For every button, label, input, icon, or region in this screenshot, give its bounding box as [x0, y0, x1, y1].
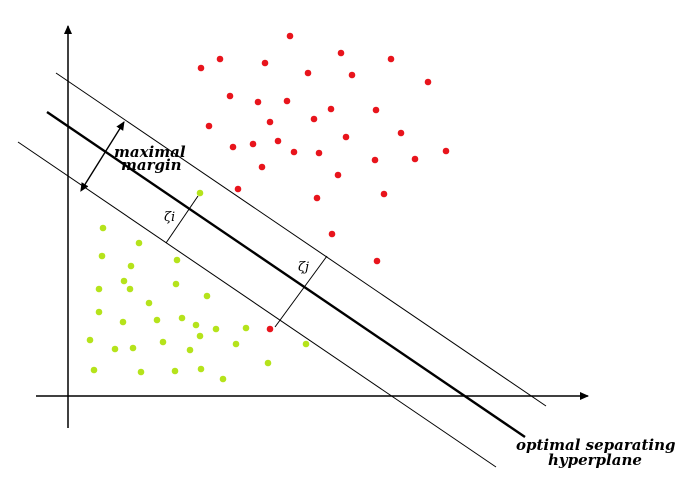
red-point-23: [315, 149, 323, 157]
red-point-29: [234, 185, 242, 193]
green-point-13: [153, 316, 161, 324]
red-point-6: [304, 69, 312, 77]
red-point-11: [283, 97, 291, 105]
green-point-27: [171, 367, 179, 375]
red-point-3: [197, 64, 205, 72]
green-point-1: [99, 224, 107, 232]
red-point-28: [334, 171, 342, 179]
red-point-5: [261, 59, 269, 67]
red-point-0: [286, 32, 294, 40]
green-point-0: [196, 189, 204, 197]
green-point-10: [203, 292, 211, 300]
red-point-32: [328, 230, 336, 238]
red-point-26: [411, 155, 419, 163]
green-point-16: [242, 324, 250, 332]
green-point-9: [145, 299, 153, 307]
red-point-16: [205, 122, 213, 130]
red-point-12: [327, 105, 335, 113]
red-point-19: [274, 137, 282, 145]
green-point-7: [95, 285, 103, 293]
red-point-2: [387, 55, 395, 63]
green-class-points: [86, 189, 310, 383]
maximal-margin-label-line2: margin: [121, 156, 182, 174]
green-point-30: [264, 359, 272, 367]
red-point-31: [313, 194, 321, 202]
green-point-2: [135, 239, 143, 247]
red-point-15: [310, 115, 318, 123]
green-point-15: [192, 321, 200, 329]
red-point-25: [371, 156, 379, 164]
red-point-8: [424, 78, 432, 86]
green-point-12: [119, 318, 127, 326]
green-point-17: [86, 336, 94, 344]
green-point-20: [159, 338, 167, 346]
red-point-33: [373, 257, 381, 265]
margin-width-arrow: [80, 121, 125, 192]
red-point-14: [266, 118, 274, 126]
maximal-margin-label-line1: maximal: [114, 143, 186, 161]
green-point-25: [90, 366, 98, 374]
hyperplane-label-line1: optimal separating: [516, 436, 675, 454]
red-point-24: [442, 147, 450, 155]
red-point-10: [254, 98, 262, 106]
green-point-5: [173, 256, 181, 264]
red-point-13: [372, 106, 380, 114]
red-point-22: [290, 148, 298, 156]
red-point-27: [258, 163, 266, 171]
green-point-26: [137, 368, 145, 376]
green-point-14: [178, 314, 186, 322]
red-point-21: [249, 140, 257, 148]
upper-margin-line: [55, 72, 547, 407]
red-point-9: [226, 92, 234, 100]
red-point-34: [266, 325, 274, 333]
red-point-7: [348, 71, 356, 79]
green-point-28: [197, 365, 205, 373]
slack-segment-j: [274, 255, 328, 328]
slack-label-i: ζi: [164, 210, 175, 225]
green-point-31: [302, 340, 310, 348]
green-point-21: [186, 346, 194, 354]
red-point-1: [337, 49, 345, 57]
red-class-points: [197, 32, 450, 333]
green-point-8: [126, 285, 134, 293]
green-point-32: [120, 277, 128, 285]
red-point-18: [397, 129, 405, 137]
slack-segment-i: [165, 195, 199, 244]
green-point-4: [127, 262, 135, 270]
red-point-17: [342, 133, 350, 141]
green-point-23: [212, 325, 220, 333]
lower-margin-line: [17, 141, 497, 468]
green-point-3: [98, 252, 106, 260]
green-point-11: [95, 308, 103, 316]
red-point-20: [229, 143, 237, 151]
green-point-6: [172, 280, 180, 288]
slack-label-j: ζj: [298, 260, 309, 275]
optimal-separating-hyperplane: [46, 111, 526, 438]
hyperplane-label-line2: hyperplane: [548, 451, 642, 469]
green-point-29: [219, 375, 227, 383]
red-point-4: [216, 55, 224, 63]
green-point-24: [196, 332, 204, 340]
green-point-22: [232, 340, 240, 348]
green-point-19: [129, 344, 137, 352]
green-point-18: [111, 345, 119, 353]
red-point-30: [380, 190, 388, 198]
